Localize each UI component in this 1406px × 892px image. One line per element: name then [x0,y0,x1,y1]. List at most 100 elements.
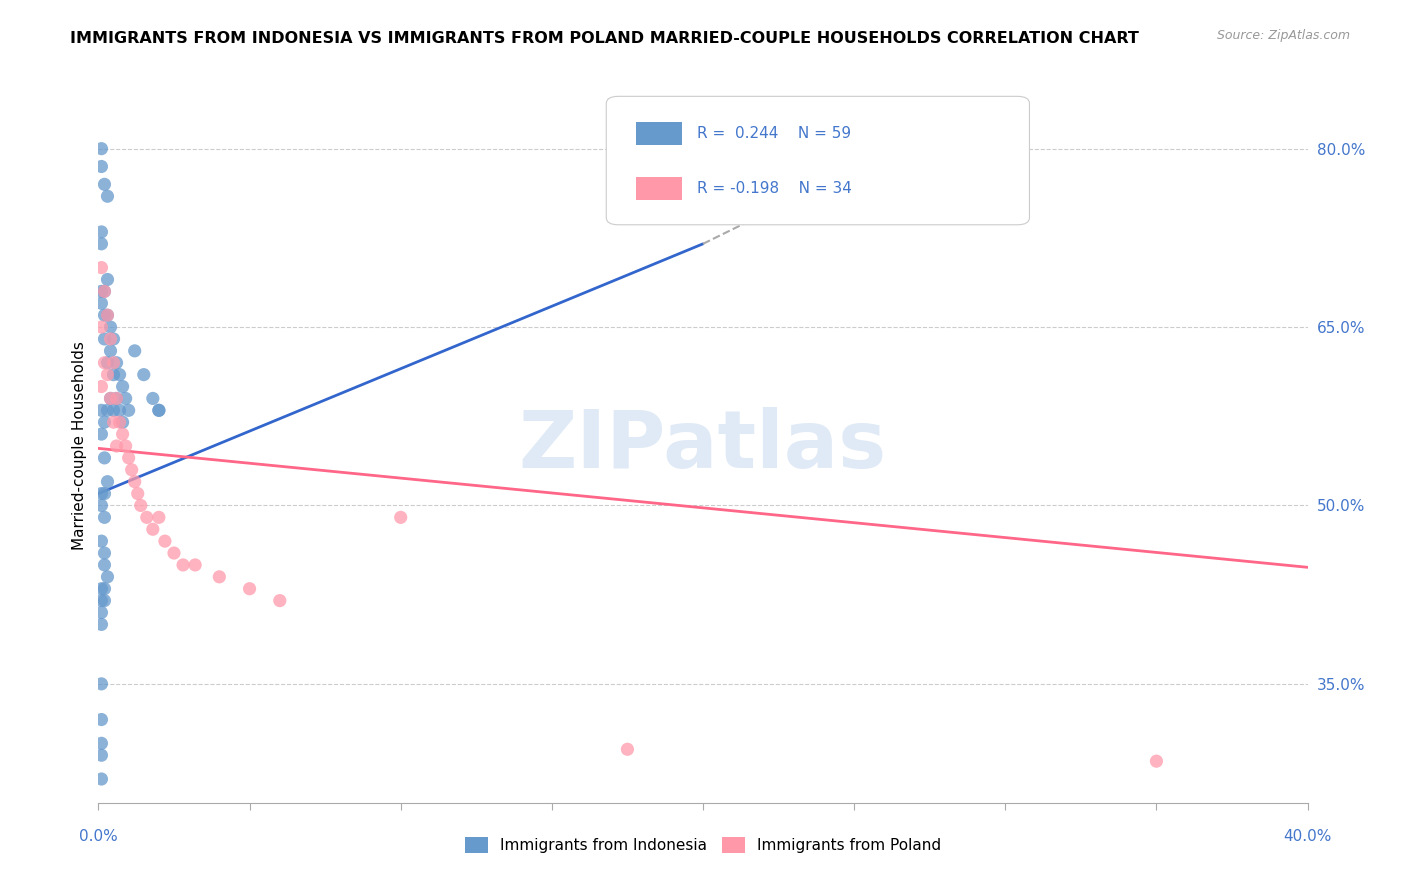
Bar [637,122,682,145]
Point [93,356,115,370]
Point [142,522,165,536]
Point [142,392,165,406]
Point [90,677,112,691]
Point [163,546,186,560]
Point [90,142,112,156]
Point [172,558,194,572]
Point [96,356,118,370]
Point [93,582,115,596]
Point [1144,754,1167,768]
Point [90,736,112,750]
Point [96,368,118,382]
Point [100,332,122,346]
Text: 0.0%: 0.0% [79,829,118,844]
Point [114,392,136,406]
Point [103,356,125,370]
Point [132,368,155,382]
Point [93,558,115,572]
Point [124,475,146,489]
Point [96,189,118,203]
Point [108,368,131,382]
Legend: Immigrants from Indonesia, Immigrants from Poland: Immigrants from Indonesia, Immigrants fr… [458,831,948,859]
Point [111,427,134,442]
Point [616,742,638,756]
Point [105,392,128,406]
Point [93,308,115,322]
Point [153,534,176,549]
Point [135,510,157,524]
Point [96,272,118,286]
Point [90,713,112,727]
Point [90,486,112,500]
Point [148,510,170,524]
Point [96,403,118,417]
Point [103,332,125,346]
Point [90,499,112,513]
Point [118,450,141,465]
Point [90,285,112,299]
Point [124,343,146,358]
Text: IMMIGRANTS FROM INDONESIA VS IMMIGRANTS FROM POLAND MARRIED-COUPLE HOUSEHOLDS CO: IMMIGRANTS FROM INDONESIA VS IMMIGRANTS … [70,31,1139,46]
Point [148,403,170,417]
Y-axis label: Married-couple Households: Married-couple Households [72,342,87,550]
Point [93,450,115,465]
Point [93,285,115,299]
Point [96,570,118,584]
Text: R =  0.244    N = 59: R = 0.244 N = 59 [697,126,851,141]
Point [105,356,128,370]
Point [93,178,115,192]
Point [100,392,122,406]
Point [90,427,112,442]
Point [93,546,115,560]
Point [96,308,118,322]
Point [90,236,112,251]
Point [105,439,128,453]
Point [129,499,152,513]
Text: R = -0.198    N = 34: R = -0.198 N = 34 [697,181,852,196]
Point [114,439,136,453]
Point [108,403,131,417]
Point [208,570,231,584]
Text: ZIPatlas: ZIPatlas [519,407,887,485]
Point [111,415,134,429]
Point [93,332,115,346]
Point [90,320,112,334]
Point [90,160,112,174]
Text: Source: ZipAtlas.com: Source: ZipAtlas.com [1216,29,1350,42]
Point [90,403,112,417]
Point [269,593,291,607]
Point [96,308,118,322]
Point [90,748,112,763]
Point [90,593,112,607]
Point [127,486,149,500]
Bar [637,177,682,200]
Point [108,415,131,429]
Point [90,296,112,310]
Point [90,534,112,549]
Point [239,582,262,596]
Point [90,379,112,393]
Point [103,368,125,382]
Point [148,403,170,417]
Point [93,510,115,524]
Point [100,392,122,406]
Text: 40.0%: 40.0% [1284,829,1331,844]
Point [105,392,128,406]
Point [103,403,125,417]
Point [121,463,143,477]
Point [100,343,122,358]
Point [100,320,122,334]
Point [90,772,112,786]
Point [118,403,141,417]
Point [90,582,112,596]
Point [93,415,115,429]
Point [96,475,118,489]
Point [103,415,125,429]
Point [184,558,207,572]
Point [111,379,134,393]
FancyBboxPatch shape [606,96,1029,225]
Point [389,510,412,524]
Point [93,285,115,299]
Point [90,225,112,239]
Point [93,593,115,607]
